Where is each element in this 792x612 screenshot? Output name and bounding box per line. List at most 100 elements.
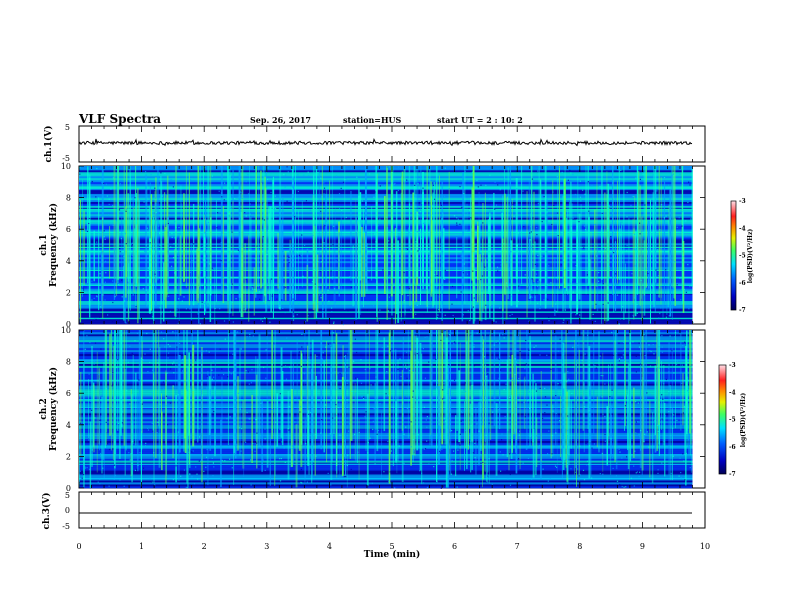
spectrogram-streak	[365, 166, 367, 284]
spectrogram-speckle	[291, 445, 293, 447]
spectrogram-speckle	[219, 308, 221, 310]
spectrogram-speckle	[131, 242, 133, 244]
spectrogram-streak	[233, 371, 235, 485]
spectrogram-streak	[290, 350, 292, 468]
spectrogram-speckle	[129, 403, 131, 405]
spectrogram-speckle	[524, 416, 526, 418]
spectrogram-streak	[308, 330, 310, 475]
spectrogram-speckle	[406, 377, 408, 379]
spectrogram-speckle	[631, 454, 633, 456]
spectrogram-speckle	[514, 435, 516, 437]
spectrogram-speckle	[684, 417, 686, 419]
spectrogram-speckle	[676, 360, 679, 362]
spectrogram-speckle	[357, 451, 359, 453]
spectrogram-speckle	[633, 233, 636, 235]
spectrogram-speckle	[251, 292, 253, 294]
spectrogram-streak	[123, 330, 126, 446]
spectrogram-speckle	[643, 441, 645, 443]
spectrogram-streak	[487, 391, 489, 473]
spectrogram-streak	[413, 355, 415, 450]
spectrogram-speckle	[658, 317, 660, 319]
spectrogram-streak	[313, 225, 316, 319]
spectrogram-speckle	[141, 403, 143, 405]
spectrogram-streak	[528, 239, 531, 299]
spectrogram-speckle	[502, 334, 504, 336]
spectrogram-speckle	[657, 424, 659, 427]
spectrogram-speckle	[172, 331, 174, 333]
spectrogram-streak	[493, 330, 496, 427]
spectrogram-band	[79, 478, 693, 481]
spectrogram-streak	[661, 361, 662, 430]
spectrogram-streak	[448, 388, 450, 471]
spectrogram-streak	[91, 346, 93, 467]
spectrogram-speckle	[670, 472, 672, 474]
spectrogram-speckle	[321, 358, 323, 360]
spectrogram-speckle	[333, 225, 335, 227]
spectrogram-speckle	[250, 382, 252, 384]
spectrogram-speckle	[653, 353, 655, 355]
spectrogram-speckle	[360, 255, 363, 257]
spectrogram-speckle	[671, 174, 673, 176]
spectrogram-streak	[238, 166, 241, 298]
spectrogram-streak	[296, 339, 298, 478]
ch1-spectrogram-ylabel-frequency: Frequency (kHz)	[48, 203, 59, 287]
spectrogram-speckle	[575, 227, 577, 229]
spectrogram-line	[79, 208, 693, 211]
spectrogram-streak	[429, 330, 431, 446]
spectrogram-speckle	[518, 290, 520, 292]
spectrogram-band	[79, 221, 693, 224]
spectrogram-speckle	[342, 323, 344, 326]
spectrogram-speckle	[673, 288, 675, 290]
spectrogram-speckle	[681, 211, 683, 213]
spectrogram-speckle	[684, 479, 686, 481]
spectrogram-streak	[645, 166, 647, 288]
spectrogram-speckle	[467, 230, 469, 232]
spectrogram-speckle	[666, 210, 668, 212]
spectrogram-speckle	[442, 446, 444, 448]
spectrogram-speckle	[108, 198, 110, 200]
spectrogram-streak	[664, 402, 666, 477]
spectrogram-band	[79, 248, 693, 252]
spectrogram-speckle	[443, 360, 445, 362]
spectrogram-speckle	[386, 371, 388, 373]
spectrogram-band	[79, 270, 693, 274]
spectrogram-speckle	[149, 249, 151, 251]
spectrogram-speckle	[298, 302, 300, 304]
spectrogram-streak	[615, 330, 618, 470]
spectrogram-speckle	[619, 318, 622, 320]
spectrogram-streak	[443, 228, 445, 280]
spectrogram-speckle	[508, 378, 510, 380]
spectrogram-speckle	[387, 310, 389, 312]
spectrogram-speckle	[162, 299, 164, 301]
freq-tick-label: 4	[66, 421, 71, 430]
spectrogram-speckle	[172, 385, 174, 387]
spectrogram-speckle	[535, 273, 538, 275]
spectrogram-speckle	[546, 263, 548, 265]
spectrogram-speckle	[388, 166, 390, 168]
spectrogram-speckle	[86, 335, 88, 337]
spectrogram-streak	[103, 397, 105, 478]
spectrogram-speckle	[510, 251, 512, 253]
spectrogram-speckle	[158, 225, 160, 227]
spectrogram-speckle	[557, 361, 559, 363]
spectrogram-speckle	[636, 303, 638, 306]
spectrogram-speckle	[252, 335, 254, 337]
spectrogram-speckle	[423, 448, 425, 450]
spectrogram-speckle	[245, 441, 247, 443]
spectrogram-speckle	[343, 476, 345, 478]
spectrogram-speckle	[328, 300, 330, 302]
spectrogram-streak	[438, 175, 440, 312]
spectrogram-speckle	[481, 290, 483, 292]
spectrogram-speckle	[333, 321, 335, 323]
spectrogram-speckle	[681, 364, 684, 366]
spectrogram-speckle	[345, 475, 347, 478]
spectrogram-speckle	[140, 487, 142, 489]
spectrogram-speckle	[424, 377, 426, 379]
spectrogram-speckle	[100, 415, 102, 417]
spectrogram-speckle	[354, 433, 356, 435]
spectrogram-speckle	[611, 389, 613, 391]
spectrogram-speckle	[668, 371, 670, 373]
spectrogram-speckle	[690, 365, 692, 367]
spectrogram-speckle	[451, 315, 453, 317]
spectrogram-speckle	[322, 309, 324, 311]
